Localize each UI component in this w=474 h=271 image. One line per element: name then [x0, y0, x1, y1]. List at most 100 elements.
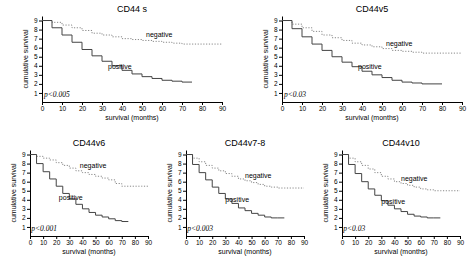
- y-tick: 7: [274, 35, 282, 42]
- y-tick-label: 3: [22, 205, 26, 212]
- y-tick-mark: [27, 227, 30, 228]
- y-tick: 6: [178, 178, 186, 185]
- x-tick-label: 40: [235, 239, 243, 246]
- y-tick-label: 4: [22, 196, 26, 203]
- y-axis: 123456789: [34, 17, 43, 103]
- x-tick: 30: [222, 236, 230, 246]
- y-tick-mark: [27, 182, 30, 183]
- x-tick: 0: [41, 102, 45, 112]
- x-tick: 70: [179, 102, 187, 112]
- y-tick-mark: [39, 75, 42, 76]
- x-tick-label: 70: [275, 239, 283, 246]
- x-tick-label: 50: [139, 105, 147, 112]
- y-tick: 8: [274, 26, 282, 33]
- x-tick: 80: [444, 236, 452, 246]
- y-tick-mark: [279, 57, 282, 58]
- x-tick-label: 30: [99, 105, 107, 112]
- y-tick-mark: [27, 191, 30, 192]
- x-tick: 80: [132, 236, 140, 246]
- x-tick: 0: [29, 236, 33, 246]
- x-tick-label: 30: [222, 239, 230, 246]
- y-tick-label: 3: [274, 71, 278, 78]
- x-axis-title: survival (months): [374, 248, 427, 256]
- x-tick: 80: [288, 236, 296, 246]
- y-tick-label: 7: [22, 169, 26, 176]
- y-tick: 7: [34, 35, 42, 42]
- x-axis-title: survival (months): [345, 114, 398, 122]
- y-tick-mark: [39, 21, 42, 22]
- y-tick-mark: [39, 84, 42, 85]
- y-tick: 9: [22, 151, 30, 158]
- y-axis-title: cumulative survival: [22, 29, 29, 89]
- x-tick-label: 0: [41, 105, 45, 112]
- x-tick: 90: [301, 236, 309, 246]
- x-tick-label: 10: [196, 239, 204, 246]
- y-tick-mark: [183, 218, 186, 219]
- x-tick-label: 40: [79, 239, 87, 246]
- y-tick-label: 1: [178, 224, 182, 231]
- y-tick: 3: [22, 205, 30, 212]
- x-tick-label: 50: [404, 239, 412, 246]
- y-tick-label: 5: [274, 53, 278, 60]
- y-tick: 4: [178, 196, 186, 203]
- x-tick: 70: [119, 236, 127, 246]
- x-tick: 60: [418, 236, 426, 246]
- x-tick: 20: [319, 102, 327, 112]
- y-tick: 5: [22, 187, 30, 194]
- survival-curve: [186, 155, 304, 188]
- y-tick: 6: [334, 178, 342, 185]
- y-tick: 9: [34, 17, 42, 24]
- x-tick-label: 0: [341, 239, 345, 246]
- panel: 0102030405060708090123456789negativeposi…: [322, 138, 464, 256]
- chart-figure: 0102030405060708090123456789negativeposi…: [0, 0, 474, 271]
- x-tick: 30: [99, 102, 107, 112]
- x-tick-label: 50: [379, 105, 387, 112]
- y-tick-mark: [339, 173, 342, 174]
- panel: 0102030405060708090123456789negativeposi…: [262, 4, 466, 122]
- y-tick-mark: [339, 164, 342, 165]
- x-axis-line: [343, 236, 461, 237]
- y-axis: 123456789: [274, 17, 283, 103]
- x-tick-label: 10: [352, 239, 360, 246]
- y-tick-label: 9: [334, 151, 338, 158]
- y-tick: 5: [34, 53, 42, 60]
- x-axis: 0102030405060708090: [29, 236, 153, 246]
- y-tick-label: 6: [22, 178, 26, 185]
- y-tick: 1: [178, 224, 186, 231]
- x-tick: 10: [299, 102, 307, 112]
- curve-label: positive: [225, 196, 249, 204]
- y-tick-label: 2: [178, 214, 182, 221]
- y-tick: 9: [178, 151, 186, 158]
- y-axis-title: cumulative survival: [322, 163, 329, 223]
- y-tick-label: 6: [178, 178, 182, 185]
- y-tick-mark: [279, 39, 282, 40]
- y-tick-label: 2: [334, 214, 338, 221]
- y-tick-label: 9: [22, 151, 26, 158]
- x-tick-label: 40: [359, 105, 367, 112]
- y-axis-title: cumulative survival: [166, 163, 173, 223]
- survival-curve: [186, 155, 284, 218]
- x-tick: 40: [391, 236, 399, 246]
- y-tick: 8: [334, 160, 342, 167]
- p-value: p<0.03: [283, 90, 306, 99]
- y-tick: 2: [34, 80, 42, 87]
- y-tick: 2: [178, 214, 186, 221]
- y-tick: 2: [334, 214, 342, 221]
- x-tick-label: 20: [319, 105, 327, 112]
- y-tick-mark: [27, 200, 30, 201]
- x-tick: 60: [262, 236, 270, 246]
- y-tick-mark: [39, 66, 42, 67]
- x-axis: 0102030405060708090: [41, 102, 227, 112]
- y-tick: 5: [334, 187, 342, 194]
- y-tick: 3: [34, 71, 42, 78]
- y-tick-mark: [339, 155, 342, 156]
- curve-label: positive: [381, 198, 405, 206]
- y-tick: 6: [34, 44, 42, 51]
- x-tick: 40: [79, 236, 87, 246]
- x-tick-label: 90: [145, 239, 153, 246]
- y-axis-title: cumulative survival: [262, 29, 269, 89]
- p-value: p<0.001: [30, 224, 57, 233]
- x-tick: 20: [365, 236, 373, 246]
- plot-area: [186, 155, 304, 218]
- x-tick-label: 0: [281, 105, 285, 112]
